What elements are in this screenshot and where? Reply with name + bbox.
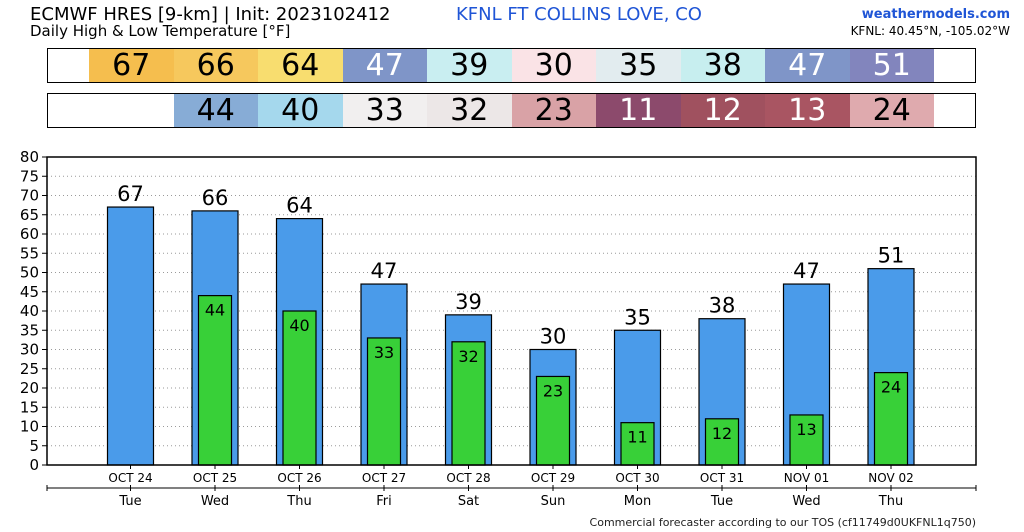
x-weekday-label: Thu bbox=[878, 494, 903, 509]
y-tick-label: 50 bbox=[20, 264, 39, 282]
low-temp-cell: 32 bbox=[427, 94, 512, 127]
x-date-label: OCT 28 bbox=[446, 471, 490, 485]
y-tick-label: 65 bbox=[20, 206, 39, 224]
y-tick-label: 55 bbox=[20, 244, 39, 262]
high-temp-cell: 39 bbox=[427, 49, 512, 82]
low-temp-cell bbox=[89, 94, 174, 127]
low-temp-cell: 12 bbox=[680, 94, 765, 127]
low-temp-bar bbox=[704, 418, 740, 466]
y-tick-label: 75 bbox=[20, 167, 39, 185]
y-tick-label: 45 bbox=[20, 283, 39, 301]
high-temp-cell: 47 bbox=[342, 49, 427, 82]
high-temp-bar bbox=[106, 206, 155, 466]
x-weekday-label: Tue bbox=[118, 494, 141, 509]
x-weekday-label: Tue bbox=[710, 494, 733, 509]
x-date-label: OCT 30 bbox=[615, 471, 659, 485]
x-date-label: NOV 01 bbox=[784, 471, 830, 485]
high-temp-label: 47 bbox=[371, 259, 398, 283]
low-temp-label: 24 bbox=[881, 378, 901, 397]
low-temp-cell: 11 bbox=[596, 94, 681, 127]
low-temp-bar bbox=[873, 372, 909, 466]
low-temp-label: 33 bbox=[374, 343, 394, 362]
y-tick-label: 15 bbox=[20, 398, 39, 416]
high-temp-cell: 35 bbox=[596, 49, 681, 82]
high-temp-label: 66 bbox=[202, 186, 229, 210]
high-temp-label: 39 bbox=[455, 290, 482, 314]
low-temp-bar bbox=[197, 295, 233, 466]
low-temp-cell: 40 bbox=[258, 94, 343, 127]
high-temp-cell: 64 bbox=[258, 49, 343, 82]
high-temp-label: 47 bbox=[793, 259, 820, 283]
high-temperature-strip: 67 66 64 47 39 30 35 38 47 51 bbox=[47, 48, 976, 83]
y-tick-label: 80 bbox=[20, 148, 39, 166]
low-temp-bar bbox=[620, 422, 655, 466]
x-weekday-label: Fri bbox=[376, 494, 392, 509]
high-temp-label: 67 bbox=[117, 182, 144, 206]
x-weekday-label: Thu bbox=[286, 494, 311, 509]
low-temp-label: 11 bbox=[627, 428, 647, 447]
high-temp-cell: 51 bbox=[849, 49, 934, 82]
y-tick-label: 35 bbox=[20, 321, 39, 339]
low-temp-label: 12 bbox=[712, 424, 732, 443]
low-temperature-strip: 44 40 33 32 23 11 12 13 24 bbox=[47, 93, 976, 128]
x-weekday-label: Wed bbox=[201, 494, 229, 509]
low-temp-cell: 23 bbox=[511, 94, 596, 127]
high-temp-cell: 38 bbox=[680, 49, 765, 82]
station-title: KFNL FT COLLINS LOVE, CO bbox=[456, 4, 702, 25]
y-tick-label: 20 bbox=[20, 379, 39, 397]
x-date-label: OCT 31 bbox=[700, 471, 744, 485]
x-date-label: OCT 27 bbox=[362, 471, 406, 485]
low-temp-bar bbox=[789, 414, 824, 466]
low-temp-label: 44 bbox=[205, 301, 225, 320]
x-weekday-label: Mon bbox=[624, 494, 651, 509]
chart-subtitle: Daily High & Low Temperature [°F] bbox=[30, 22, 291, 40]
x-date-label: OCT 26 bbox=[277, 471, 321, 485]
station-coordinates: KFNL: 40.45°N, -105.02°W bbox=[850, 24, 1010, 38]
low-temp-cell: 33 bbox=[342, 94, 427, 127]
model-init-title: ECMWF HRES [9-km] | Init: 2023102412 bbox=[30, 4, 391, 25]
x-weekday-label: Sun bbox=[541, 494, 566, 509]
y-tick-label: 10 bbox=[20, 418, 39, 436]
low-temp-label: 23 bbox=[543, 381, 563, 400]
y-tick-label: 40 bbox=[20, 302, 39, 320]
x-date-label: OCT 29 bbox=[531, 471, 575, 485]
high-temp-cell: 47 bbox=[765, 49, 850, 82]
y-tick-label: 25 bbox=[20, 360, 39, 378]
low-temp-cell: 24 bbox=[849, 94, 934, 127]
low-temp-cell: 13 bbox=[765, 94, 850, 127]
y-tick-label: 60 bbox=[20, 225, 39, 243]
y-tick-label: 30 bbox=[20, 341, 39, 359]
high-temp-label: 38 bbox=[709, 294, 736, 318]
x-weekday-label: Wed bbox=[792, 494, 820, 509]
high-temp-cell: 30 bbox=[511, 49, 596, 82]
low-temp-bar bbox=[366, 337, 402, 466]
low-temp-bar bbox=[535, 375, 571, 466]
footer-tos-note: Commercial forecaster according to our T… bbox=[589, 516, 976, 529]
low-temp-label: 40 bbox=[289, 316, 309, 335]
plot-frame bbox=[46, 156, 977, 466]
low-temp-label: 32 bbox=[458, 347, 478, 366]
high-temp-label: 30 bbox=[540, 325, 567, 349]
high-temp-label: 64 bbox=[286, 194, 313, 218]
high-temp-cell: 67 bbox=[89, 49, 174, 82]
y-tick-label: 70 bbox=[20, 187, 39, 205]
high-temp-label: 35 bbox=[624, 305, 651, 329]
high-temp-cell: 66 bbox=[173, 49, 258, 82]
y-tick-label: 5 bbox=[29, 437, 39, 455]
x-date-label: NOV 02 bbox=[868, 471, 914, 485]
y-tick-label: 0 bbox=[29, 456, 39, 474]
brand-link[interactable]: weathermodels.com bbox=[861, 7, 1010, 22]
low-temp-bar bbox=[282, 310, 317, 466]
low-temp-label: 13 bbox=[796, 420, 816, 439]
high-temp-label: 51 bbox=[878, 244, 905, 268]
x-date-label: OCT 24 bbox=[108, 471, 152, 485]
low-temp-cell: 44 bbox=[173, 94, 258, 127]
x-date-label: OCT 25 bbox=[193, 471, 237, 485]
x-weekday-label: Sat bbox=[458, 494, 479, 509]
